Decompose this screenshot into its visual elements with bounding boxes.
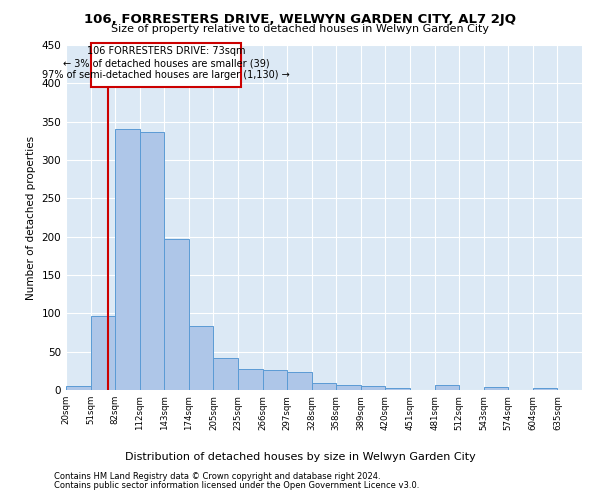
- Text: 106 FORRESTERS DRIVE: 73sqm: 106 FORRESTERS DRIVE: 73sqm: [86, 46, 245, 56]
- Bar: [361, 386, 385, 390]
- Bar: [336, 386, 361, 390]
- Text: Size of property relative to detached houses in Welwyn Garden City: Size of property relative to detached ho…: [111, 24, 489, 34]
- Bar: [66, 386, 91, 390]
- Bar: [91, 42, 241, 87]
- Bar: [238, 370, 263, 390]
- Bar: [115, 130, 140, 390]
- Text: ← 3% of detached houses are smaller (39): ← 3% of detached houses are smaller (39): [62, 58, 269, 68]
- Bar: [385, 388, 410, 390]
- Text: Contains HM Land Registry data © Crown copyright and database right 2024.: Contains HM Land Registry data © Crown c…: [54, 472, 380, 481]
- Text: Contains public sector information licensed under the Open Government Licence v3: Contains public sector information licen…: [54, 481, 419, 490]
- Y-axis label: Number of detached properties: Number of detached properties: [26, 136, 36, 300]
- Bar: [287, 372, 312, 390]
- Bar: [91, 316, 115, 390]
- Bar: [263, 370, 287, 390]
- Bar: [484, 387, 508, 390]
- Text: 97% of semi-detached houses are larger (1,130) →: 97% of semi-detached houses are larger (…: [42, 70, 290, 81]
- Bar: [214, 358, 238, 390]
- Bar: [189, 326, 214, 390]
- Bar: [533, 388, 557, 390]
- Text: Distribution of detached houses by size in Welwyn Garden City: Distribution of detached houses by size …: [125, 452, 475, 462]
- Bar: [140, 132, 164, 390]
- Bar: [164, 239, 189, 390]
- Bar: [312, 383, 336, 390]
- Text: 106, FORRESTERS DRIVE, WELWYN GARDEN CITY, AL7 2JQ: 106, FORRESTERS DRIVE, WELWYN GARDEN CIT…: [84, 12, 516, 26]
- Bar: [434, 386, 459, 390]
